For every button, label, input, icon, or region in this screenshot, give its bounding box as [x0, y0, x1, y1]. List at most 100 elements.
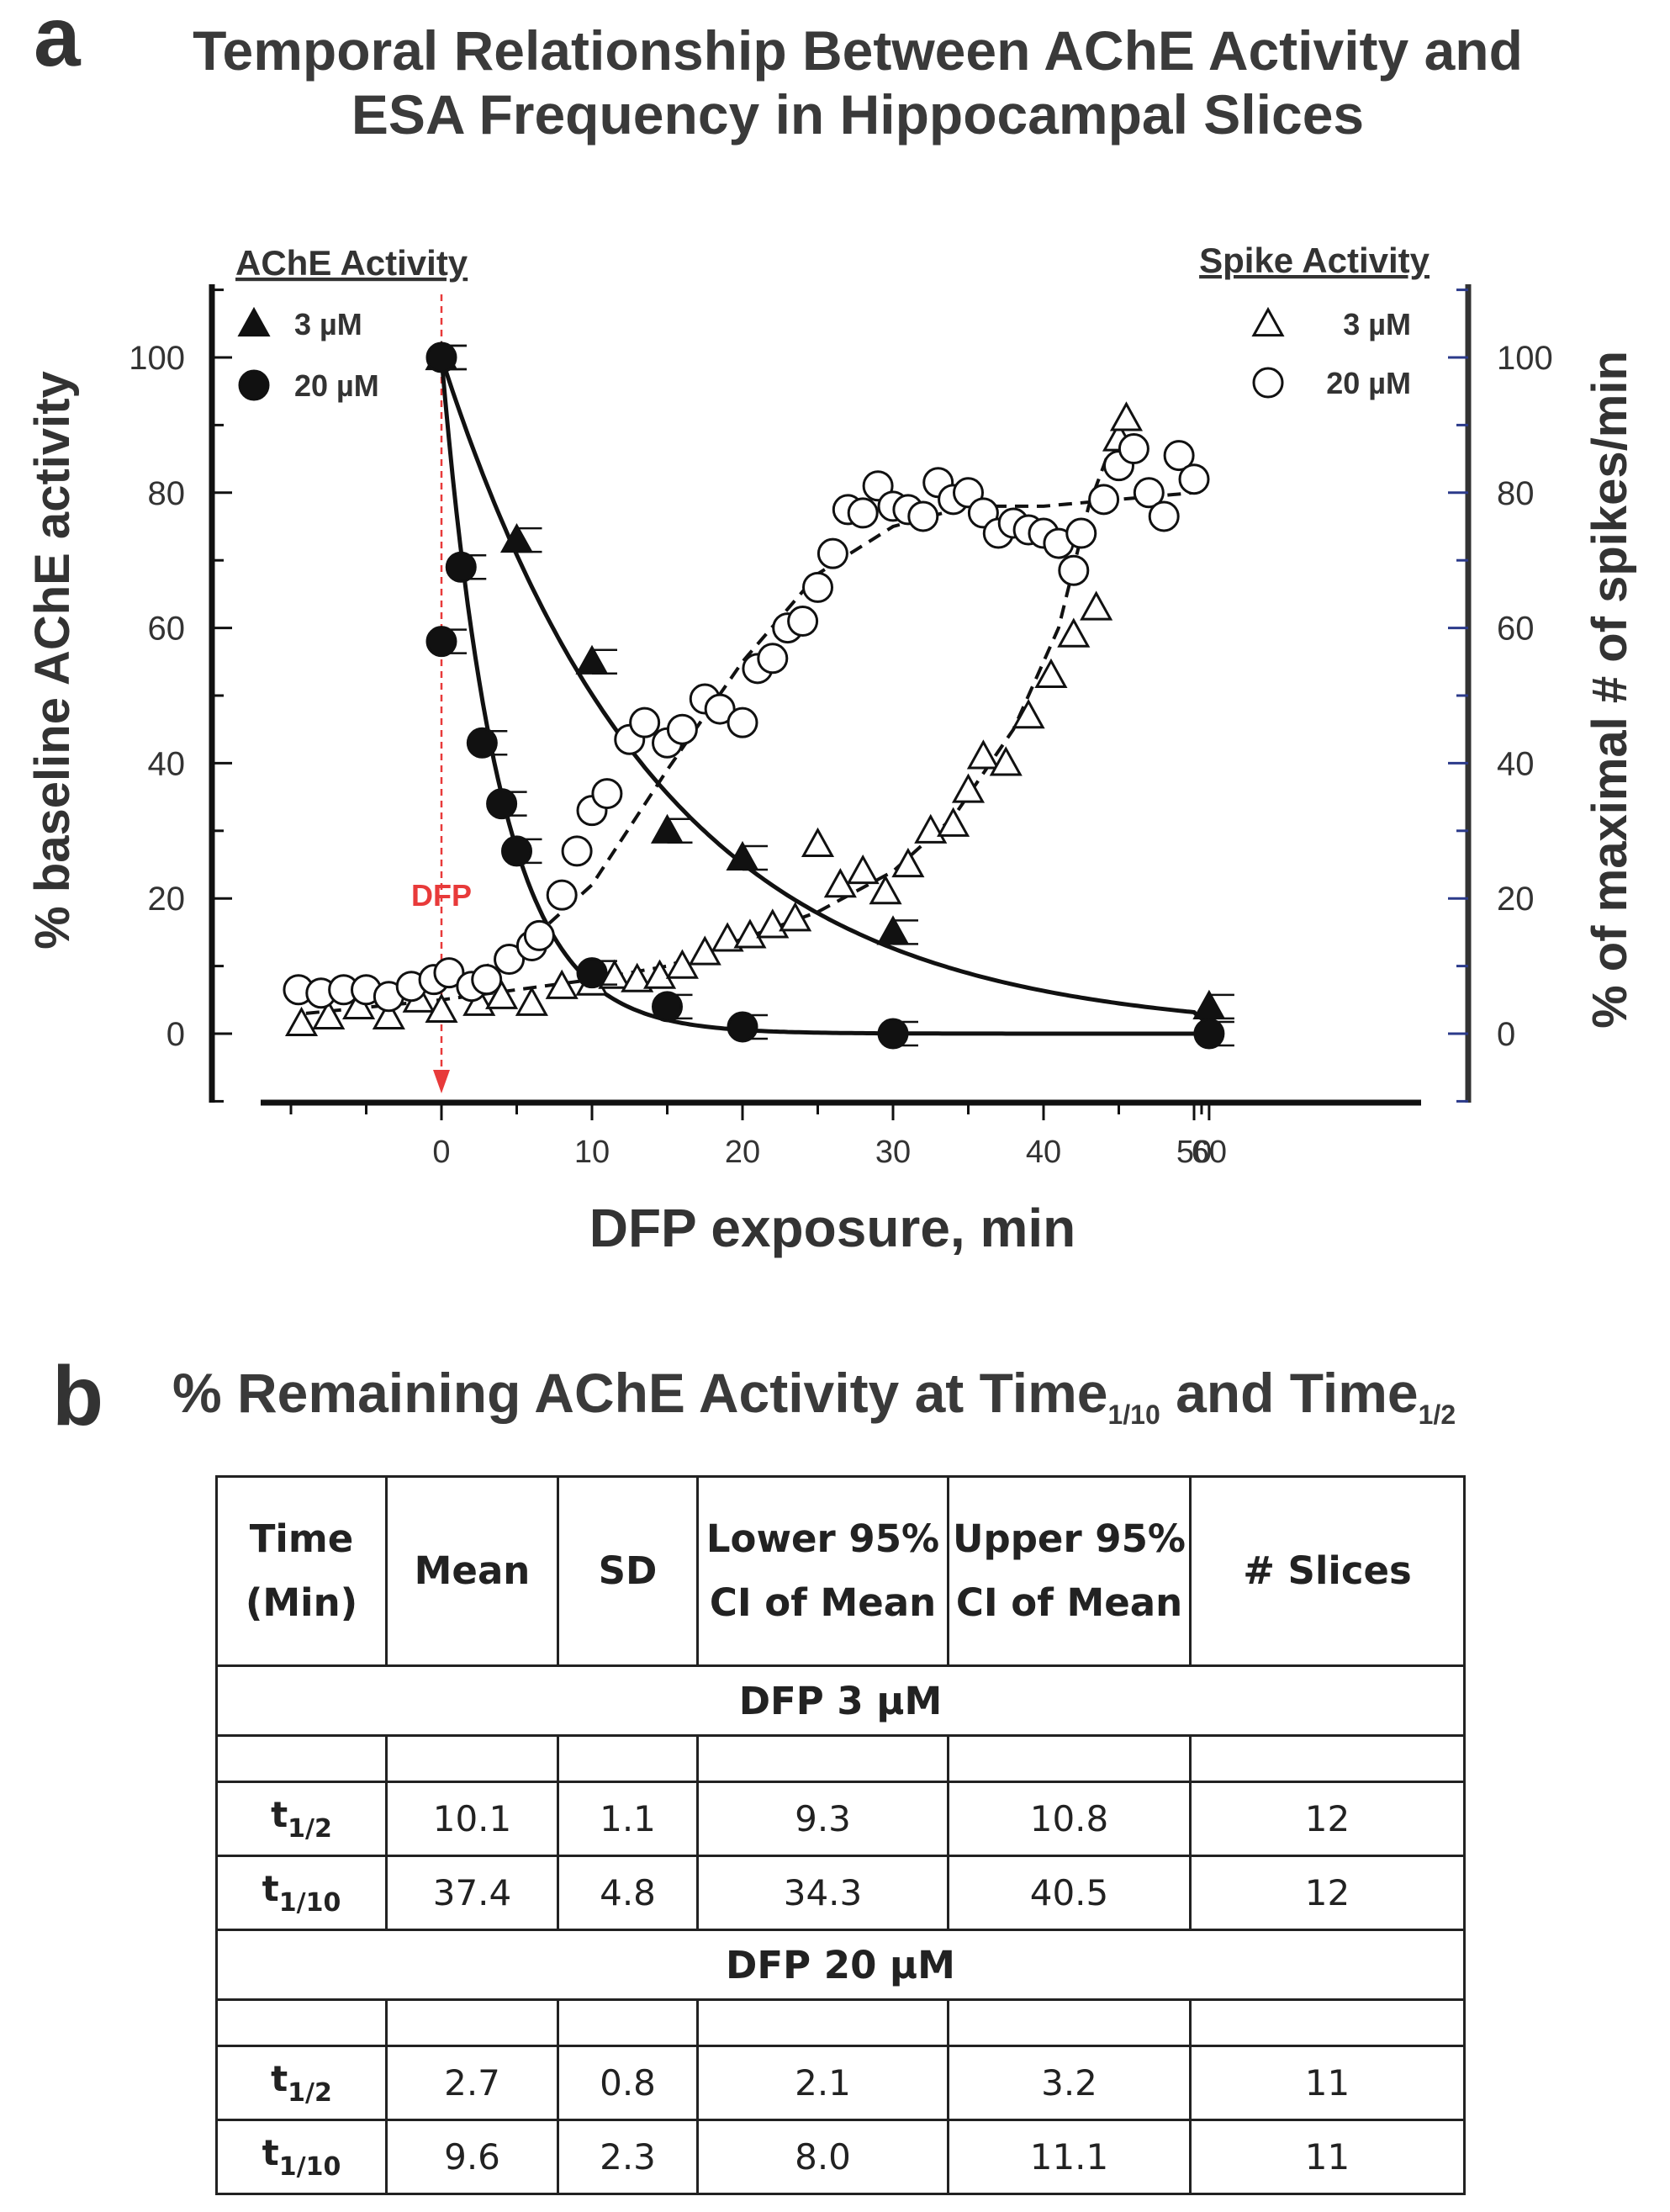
- data-point: [966, 739, 1000, 770]
- left-y-tick-label: 100: [129, 340, 185, 377]
- data-point: [575, 644, 609, 675]
- data-point: [1163, 440, 1195, 472]
- cell-mean: 37.4: [385, 1855, 559, 1931]
- table-header-row: Time (Min) Mean SD Lower 95% CI of Mean Up…: [215, 1475, 1466, 1667]
- data-point: [621, 962, 654, 992]
- legend-spike-3um-icon: [1251, 306, 1285, 337]
- x-tick-label: 20: [725, 1135, 760, 1170]
- row-time-label: t1/10: [215, 2119, 388, 2195]
- dfp-arrow-icon: [433, 1070, 450, 1093]
- cell-sd: 0.8: [557, 2045, 699, 2121]
- data-point: [1057, 617, 1091, 648]
- data-point: [591, 778, 623, 810]
- data-point: [515, 986, 548, 1016]
- results-table: Time (Min) Mean SD Lower 95% CI of Mean Up…: [215, 1475, 1466, 2195]
- cell-mean: 9.6: [385, 2119, 559, 2195]
- right-y-tick-label: 100: [1497, 340, 1553, 377]
- header-time-line2: (Min): [245, 1580, 358, 1625]
- data-point: [372, 999, 405, 1029]
- header-time: Time (Min): [215, 1475, 388, 1667]
- cell-upper-ci: 3.2: [947, 2045, 1192, 2121]
- table-row: t1/10 37.4 4.8 34.3 40.5 12: [215, 1855, 1466, 1931]
- data-point: [704, 693, 736, 725]
- cell-slices: 11: [1189, 2119, 1466, 2195]
- data-point: [499, 522, 534, 553]
- header-lower-line2: CI of Mean: [709, 1580, 937, 1625]
- table-row: t1/2 10.1 1.1 9.3 10.8 12: [215, 1781, 1466, 1857]
- data-point: [643, 959, 677, 989]
- data-point: [914, 813, 948, 844]
- cell-upper-ci: 11.1: [947, 2119, 1192, 2195]
- data-point: [629, 706, 661, 738]
- data-point: [1058, 554, 1090, 586]
- right-y-axis-title: % of maximal # of spikes/min: [1583, 351, 1637, 1029]
- panel-b-title: % Remaining AChE Activity at Time1/10 an…: [172, 1361, 1456, 1431]
- data-point: [846, 854, 880, 885]
- panel-a-title: Temporal Relationship Between AChE Activ…: [118, 19, 1598, 146]
- panel-b-letter: b: [52, 1349, 104, 1443]
- ache-legend-title: AChE Activity: [235, 243, 468, 283]
- cell-sd: 4.8: [557, 1855, 699, 1931]
- row-time-label: t1/2: [215, 2045, 388, 2121]
- data-point: [486, 788, 518, 820]
- panel-a-title-line2: ESA Frequency in Hippocampal Slices: [351, 83, 1365, 146]
- data-point: [1133, 477, 1165, 509]
- cell-slices: 12: [1189, 1781, 1466, 1857]
- data-point: [546, 879, 578, 911]
- spike-legend-title: Spike Activity: [1199, 241, 1430, 280]
- section-label-3um: DFP 3 µM: [215, 1664, 1466, 1737]
- section-row-20um: DFP 20 µM: [215, 1929, 1466, 2001]
- data-point: [1109, 401, 1143, 431]
- header-upper-line2: CI of Mean: [955, 1580, 1183, 1625]
- row-time-label: t1/2: [215, 1781, 388, 1857]
- right-y-tick-label: 80: [1497, 475, 1535, 512]
- data-point: [576, 957, 608, 989]
- data-point: [545, 969, 579, 999]
- cell-lower-ci: 8.0: [696, 2119, 949, 2195]
- cell-slices: 12: [1189, 1855, 1466, 1931]
- data-point: [817, 537, 848, 569]
- data-point: [847, 497, 879, 529]
- header-slices: # Slices: [1189, 1475, 1466, 1667]
- left-y-tick-label: 40: [148, 745, 186, 782]
- data-point: [284, 1006, 319, 1037]
- panel-a-title-line1: Temporal Relationship Between AChE Activ…: [193, 19, 1523, 82]
- data-point: [1012, 699, 1045, 729]
- data-point: [485, 979, 519, 1009]
- left-y-axis-title: % baseline AChE activity: [25, 371, 80, 950]
- data-markers-layer: [283, 340, 1234, 1050]
- section-row-3um: DFP 3 µM: [215, 1664, 1466, 1737]
- data-point: [951, 773, 986, 803]
- data-point: [1192, 989, 1226, 1019]
- right-y-tick-label: 40: [1497, 745, 1535, 782]
- data-point: [1080, 590, 1113, 621]
- cell-sd: 1.1: [557, 1781, 699, 1857]
- panel-b-title-sub2: 1/2: [1418, 1400, 1456, 1430]
- left-y-tick-label: 80: [148, 475, 186, 512]
- fit-curve: [439, 357, 1211, 1025]
- data-point: [494, 944, 526, 976]
- data-point: [726, 840, 759, 871]
- data-point: [733, 918, 767, 949]
- data-point: [727, 1011, 758, 1043]
- data-point: [1193, 1018, 1225, 1050]
- x-axis-title: DFP exposure, min: [589, 1198, 1076, 1258]
- right-y-tick-label: 60: [1497, 611, 1535, 648]
- data-point: [877, 1018, 909, 1050]
- left-y-tick-label: 20: [148, 881, 186, 918]
- data-point: [471, 964, 503, 996]
- legend-ache-3um-label: 3 µM: [294, 307, 362, 341]
- section-label-20um: DFP 20 µM: [215, 1929, 1466, 2001]
- panel-b-title-sub1: 1/10: [1107, 1400, 1160, 1430]
- axes-layer: [209, 284, 1472, 1120]
- data-point: [802, 571, 833, 603]
- data-point: [312, 999, 346, 1029]
- data-point: [445, 551, 477, 583]
- data-point: [787, 606, 819, 638]
- cell-upper-ci: 40.5: [947, 1855, 1192, 1931]
- header-mean: Mean: [385, 1475, 559, 1667]
- fit-curve: [439, 357, 1209, 1036]
- x-tick-label: 40: [1026, 1135, 1061, 1170]
